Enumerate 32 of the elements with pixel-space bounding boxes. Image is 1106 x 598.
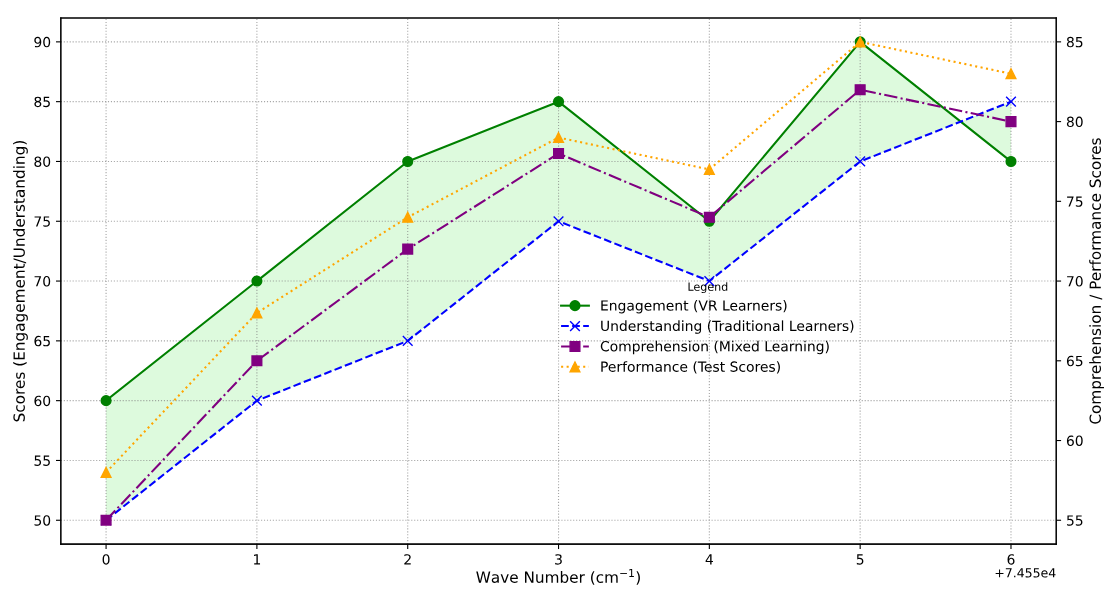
y2-tick-label: 85	[1066, 36, 1083, 48]
y2-tick-label: 55	[1067, 515, 1083, 526]
y-tick-label: 50	[34, 515, 51, 526]
x-tick-label: 5	[856, 554, 864, 565]
y-tick-label: 75	[34, 216, 50, 227]
y-tick-label: 65	[34, 335, 50, 347]
x-tick-label: 4	[705, 554, 713, 565]
x-tick-label: 3	[555, 554, 562, 565]
legend-label: Comprehension (Mixed Learning)	[600, 340, 829, 355]
x-tick-label: 6	[1007, 554, 1015, 565]
y-tick-label: 70	[34, 276, 51, 287]
y-tick-label: 80	[34, 156, 51, 167]
x-axis-title: Wave Number (cm$^{−1}$)	[476, 569, 640, 585]
y2-tick-label: 75	[1067, 196, 1083, 207]
text: +7.455e4	[995, 568, 1056, 578]
y2-tick-label: 60	[1066, 435, 1083, 446]
y-tick-label: 60	[34, 395, 51, 407]
y2-tick-label: 70	[1067, 276, 1083, 287]
legend-title: Legend	[688, 282, 728, 294]
y-tick-label: 55	[34, 455, 50, 466]
y-axis-title: Scores (Engagement/Understanding)	[13, 141, 28, 422]
x-tick-label: 0	[102, 554, 110, 565]
y-tick-label: 90	[34, 36, 51, 48]
legend-label: Engagement (VR Learners)	[601, 299, 787, 314]
y2-axis-title: Comprehension / Performance Scores	[1089, 138, 1104, 424]
x-tick-label: 1	[254, 554, 261, 565]
x-tick-label: 2	[404, 554, 411, 565]
y2-tick-label: 65	[1066, 355, 1083, 367]
legend-label: Understanding (Traditional Learners)	[601, 320, 854, 334]
y-tick-label: 85	[34, 96, 50, 108]
y2-tick-label: 80	[1066, 116, 1083, 128]
legend-label: Performance (Test Scores)	[601, 361, 780, 374]
